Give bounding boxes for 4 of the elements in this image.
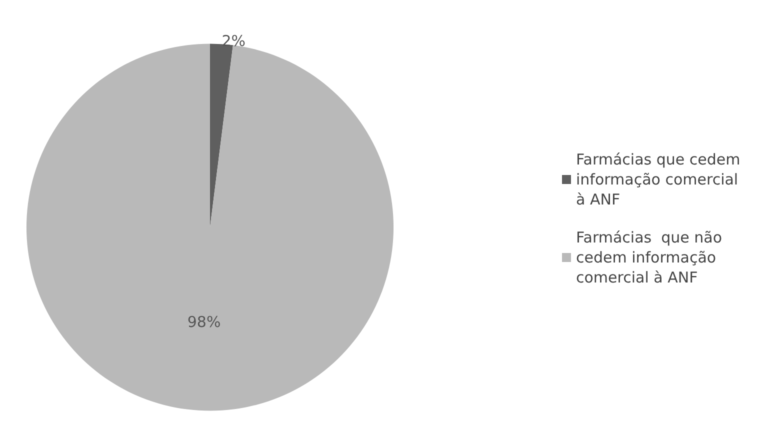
legend-label: Farmácias que cedem informação comercial à ANF [576,150,745,208]
data-label: 98% [187,312,221,331]
legend-label: Farmácias que não cedem informação comercial à ANF [576,228,727,286]
data-label: 2% [222,32,246,50]
